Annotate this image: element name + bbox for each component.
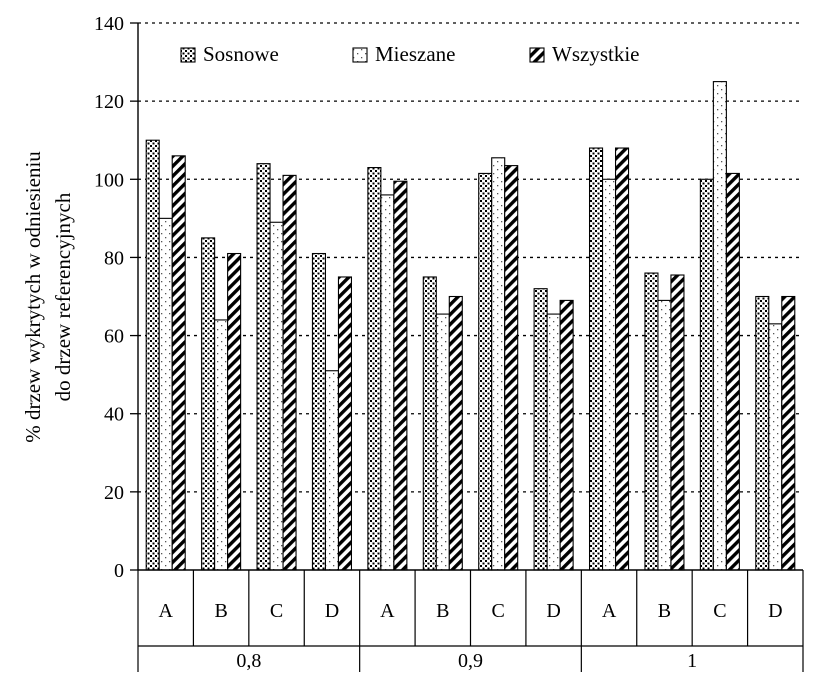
bar-sosnowe-6 (478, 172, 493, 571)
x-category-label: B (214, 600, 227, 622)
y-tick-label: 20 (104, 482, 124, 504)
y-tick-label: 0 (114, 560, 124, 582)
bar-sosnowe-2 (256, 163, 271, 571)
bar-sosnowe-1 (201, 237, 216, 571)
y-axis-title-line2: do drzew referencyjnych (51, 192, 75, 401)
category-labels: A B C D A B C D A B C D 0,8 0,9 1 (137, 570, 804, 672)
y-tick-label: 140 (94, 13, 124, 35)
x-group-label: 0,9 (458, 650, 483, 672)
gridlines (138, 22, 803, 493)
bar-mieszane-11 (768, 323, 783, 571)
bar-wszystkie-9 (670, 274, 685, 571)
bar-wszystkie-10 (725, 172, 740, 571)
x-category-label: D (325, 600, 339, 622)
bar-mieszane-7 (546, 313, 561, 571)
legend-swatch-mieszane (352, 47, 368, 63)
bar-wszystkie-1 (227, 252, 242, 571)
x-category-label: D (768, 600, 782, 622)
x-category-label: B (658, 600, 671, 622)
legend-swatch-sosnowe (180, 47, 196, 63)
y-tick-label: 40 (104, 404, 124, 426)
bar-sosnowe-8 (588, 147, 604, 571)
legend-label-sosnowe: Sosnowe (203, 42, 279, 66)
bar-sosnowe-3 (311, 252, 327, 571)
x-group-label: 1 (687, 650, 697, 672)
bar-wszystkie-6 (504, 165, 519, 571)
x-category-label: C (492, 600, 505, 622)
bar-sosnowe-10 (699, 178, 714, 571)
bar-mieszane-8 (601, 178, 617, 571)
bar-mieszane-1 (214, 319, 229, 571)
x-category-label: A (158, 600, 173, 622)
bar-mieszane-6 (491, 157, 506, 571)
bar-sosnowe-7 (533, 288, 548, 571)
bar-sosnowe-5 (422, 276, 437, 571)
y-tick-labels: 0 20 40 60 80 100 120 140 (94, 13, 138, 582)
y-tick-label: 120 (94, 91, 124, 113)
bar-mieszane-0 (158, 217, 173, 571)
legend-swatch-wszystkie (529, 47, 545, 63)
x-category-label: A (602, 600, 617, 622)
bar-sosnowe-9 (644, 272, 659, 571)
x-category-label: C (270, 600, 283, 622)
y-tick-label: 60 (104, 326, 124, 348)
bar-wszystkie-8 (614, 147, 630, 571)
legend: Sosnowe Mieszane Wszystkie (180, 42, 639, 66)
bar-mieszane-2 (269, 221, 284, 571)
bar-mieszane-4 (380, 194, 395, 571)
legend-label-mieszane: Mieszane (375, 42, 455, 66)
bar-mieszane-5 (435, 313, 450, 571)
y-axis-title-line1: % drzew wykrytych w odniesieniu (21, 151, 45, 443)
bar-wszystkie-2 (282, 174, 297, 571)
bar-mieszane-9 (657, 299, 672, 571)
bar-sosnowe-4 (367, 167, 382, 571)
bar-sosnowe-11 (755, 295, 770, 571)
bar-sosnowe-0 (145, 139, 160, 571)
bar-wszystkie-5 (448, 295, 463, 571)
bar-wszystkie-7 (559, 299, 574, 571)
y-tick-label: 80 (104, 247, 124, 269)
bar-mieszane-3 (324, 370, 340, 571)
bar-wszystkie-11 (781, 295, 796, 571)
legend-label-wszystkie: Wszystkie (552, 42, 639, 66)
x-category-label: C (713, 600, 726, 622)
y-tick-label: 100 (94, 169, 124, 191)
x-category-label: B (436, 600, 449, 622)
bar-wszystkie-3 (337, 276, 353, 571)
x-category-label: D (546, 600, 560, 622)
x-category-label: A (380, 600, 395, 622)
bar-wszystkie-0 (171, 155, 186, 571)
bars (145, 81, 796, 571)
x-group-label: 0,8 (236, 650, 261, 672)
bar-wszystkie-4 (393, 180, 408, 571)
bar-mieszane-10 (712, 81, 727, 571)
